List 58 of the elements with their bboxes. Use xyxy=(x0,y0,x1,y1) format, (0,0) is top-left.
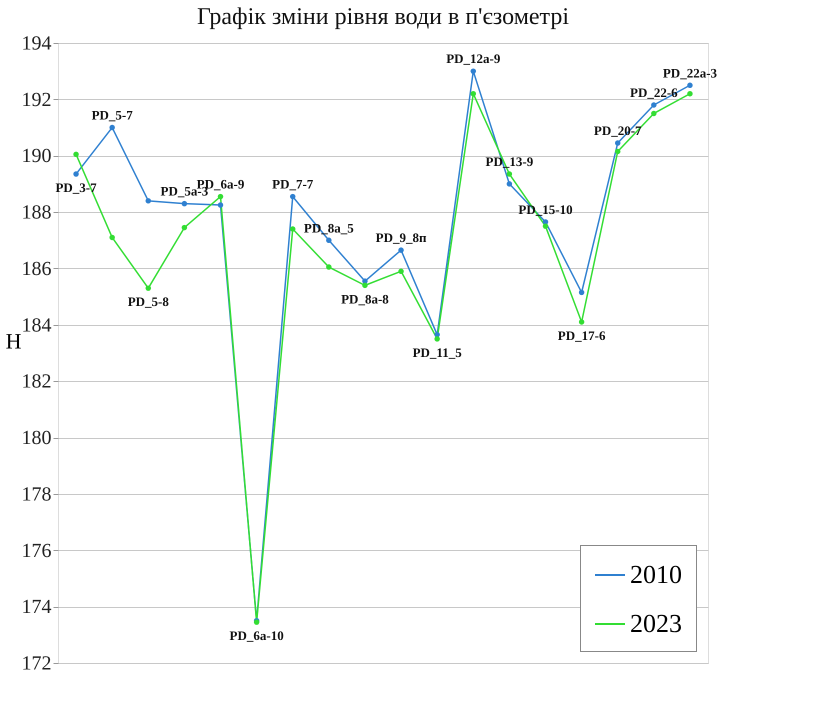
x-tick-label: PD_11_5 xyxy=(412,344,462,360)
point xyxy=(506,171,512,177)
point xyxy=(614,140,620,146)
point xyxy=(290,226,296,232)
y-tick-label: 178 xyxy=(22,483,52,506)
point xyxy=(687,82,693,88)
x-tick-label: PD_5-8 xyxy=(128,294,170,310)
point xyxy=(687,90,693,96)
point xyxy=(326,264,332,270)
chart-title: Графік зміни рівня води в п'єзометрі xyxy=(197,4,570,30)
point xyxy=(362,282,368,288)
y-tick-label: 172 xyxy=(22,652,52,674)
point xyxy=(182,224,188,230)
point xyxy=(73,152,79,158)
point xyxy=(470,90,476,96)
y-tick-label: 184 xyxy=(22,314,52,336)
point xyxy=(398,247,404,253)
point xyxy=(218,194,224,200)
point xyxy=(506,181,512,187)
point xyxy=(614,148,620,154)
y-tick-label: 194 xyxy=(22,32,52,54)
point xyxy=(109,234,115,240)
point xyxy=(434,336,440,342)
x-tick-label: PD_17-6 xyxy=(558,328,606,343)
point xyxy=(326,238,332,244)
point xyxy=(398,268,404,274)
x-tick-label: PD_12a-9 xyxy=(446,51,501,66)
legend-label: 2023 xyxy=(630,609,682,638)
x-tick-label: PD_9_8п xyxy=(376,230,427,246)
point xyxy=(109,124,115,130)
y-tick-label: 182 xyxy=(22,370,52,393)
point xyxy=(146,198,152,204)
y-tick-label: 180 xyxy=(22,427,52,450)
x-tick-label: PD_6a-10 xyxy=(230,628,284,644)
x-tick-label: PD_5-7 xyxy=(92,108,134,123)
y-axis-title: H xyxy=(6,328,22,354)
point xyxy=(651,110,657,116)
x-tick-label: PD_22-6 xyxy=(630,85,678,100)
y-tick-label: 192 xyxy=(22,88,52,111)
x-tick-label: PD_8a-8 xyxy=(341,291,390,306)
y-tick-label: 174 xyxy=(22,596,52,618)
point xyxy=(578,290,584,296)
point xyxy=(290,194,296,200)
y-tick-label: 186 xyxy=(22,258,52,280)
point xyxy=(651,102,657,108)
x-tick-label: PD_22a-3 xyxy=(662,65,718,80)
point xyxy=(470,68,476,74)
point xyxy=(218,202,224,208)
y-tick-label: 176 xyxy=(22,540,52,562)
x-tick-label: PD_7-7 xyxy=(272,176,314,192)
y-tick-label: 190 xyxy=(22,145,52,168)
point xyxy=(542,223,548,229)
point xyxy=(73,171,79,177)
legend-label: 2010 xyxy=(630,560,682,589)
y-tick-label: 188 xyxy=(22,202,52,224)
point xyxy=(182,200,188,206)
point xyxy=(578,319,584,325)
point xyxy=(146,285,152,291)
